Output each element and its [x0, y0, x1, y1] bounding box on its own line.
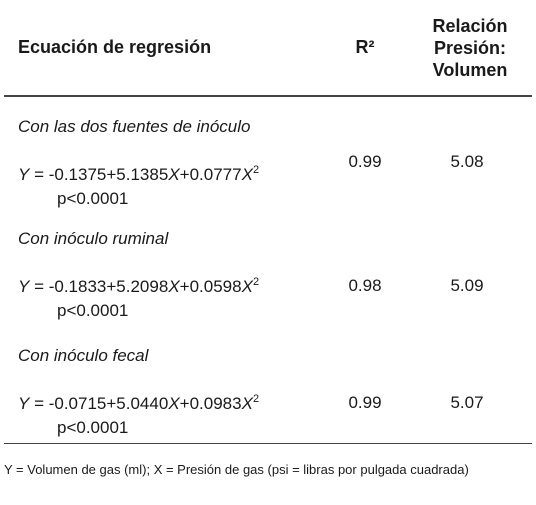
- equation-part: Y: [18, 394, 30, 413]
- header-ratio-line: Relación: [432, 16, 508, 36]
- equation: Y = -0.1833+5.2098X+0.0598X2: [18, 276, 259, 297]
- equation-part: X: [168, 165, 180, 184]
- equation-part: 2: [252, 276, 260, 288]
- group-label: Con inóculo ruminal: [18, 229, 169, 248]
- header-ratio: Relación Presión: Volumen: [410, 15, 530, 81]
- equation-part: +0.0598: [179, 277, 242, 296]
- header-r2: R²: [355, 37, 375, 57]
- equation-part: 2: [252, 393, 260, 405]
- p-value: p<0.0001: [57, 301, 129, 320]
- p-value: p<0.0001: [57, 189, 129, 208]
- group-label: Con las dos fuentes de inóculo: [18, 117, 251, 136]
- equation-part: = -0.1833+5.2098: [29, 277, 169, 296]
- r2-value: 0.98: [348, 276, 382, 295]
- ratio-value: 5.08: [450, 152, 484, 171]
- ratio-value: 5.07: [450, 393, 484, 412]
- r2-value: 0.99: [348, 152, 382, 171]
- equation-part: Y: [18, 165, 30, 184]
- equation-part: X: [241, 165, 253, 184]
- header-ratio-line: Presión:: [433, 38, 507, 58]
- equation: Y = -0.1375+5.1385X+0.0777X2: [18, 164, 259, 185]
- equation-part: = -0.0715+5.0440: [29, 394, 169, 413]
- equation-part: X: [168, 394, 180, 413]
- equation-part: X: [168, 277, 180, 296]
- equation-part: X: [241, 277, 253, 296]
- equation-part: = -0.1375+5.1385: [29, 165, 169, 184]
- ratio-value: 5.09: [450, 276, 484, 295]
- equation: Y = -0.0715+5.0440X+0.0983X2: [18, 393, 259, 414]
- footnote: Y = Volumen de gas (ml); X = Presión de …: [4, 462, 469, 477]
- header-ratio-line: Volumen: [432, 60, 508, 80]
- equation-part: +0.0777: [179, 165, 242, 184]
- header-equation: Ecuación de regresión: [18, 37, 212, 57]
- equation-part: X: [241, 394, 253, 413]
- equation-part: +0.0983: [179, 394, 242, 413]
- equation-part: Y: [18, 277, 30, 296]
- bottom-rule: [4, 443, 532, 444]
- group-label: Con inóculo fecal: [18, 346, 149, 365]
- equation-part: 2: [252, 164, 260, 176]
- r2-value: 0.99: [348, 393, 382, 412]
- header-rule: [4, 95, 532, 97]
- p-value: p<0.0001: [57, 418, 129, 437]
